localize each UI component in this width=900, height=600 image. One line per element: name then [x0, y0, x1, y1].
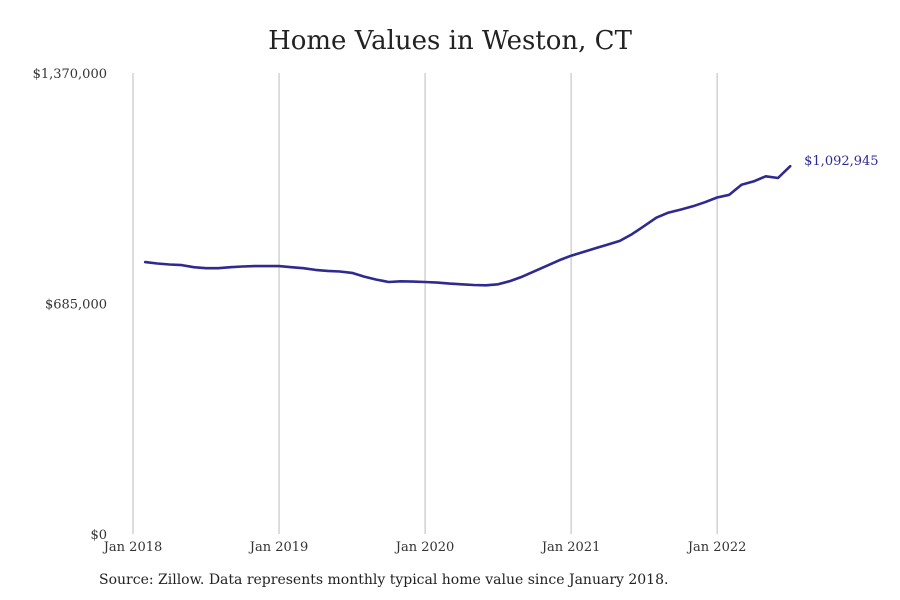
end-value-label: $1,092,945: [804, 154, 878, 169]
y-axis-ticks: $0 $685,000 $1,370,000: [33, 67, 107, 543]
gridlines: [132, 73, 718, 534]
y-tick-label: $1,370,000: [33, 67, 107, 82]
x-tick-label: Jan 2020: [394, 540, 455, 555]
series-line: [143, 164, 792, 287]
labels: $1,092,945: [804, 154, 878, 169]
source-note: Source: Zillow. Data represents monthly …: [99, 572, 669, 588]
x-tick-label: Jan 2019: [248, 540, 309, 555]
chart-title: Home Values in Weston, CT: [268, 26, 632, 56]
x-tick-label: Jan 2018: [102, 540, 163, 555]
y-tick-label: $685,000: [45, 298, 107, 313]
y-tick-label: $0: [90, 528, 107, 543]
x-tick-label: Jan 2021: [540, 540, 601, 555]
x-tick-label: Jan 2022: [686, 540, 747, 555]
x-axis-ticks: Jan 2018 Jan 2019 Jan 2020 Jan 2021 Jan 2022: [102, 540, 747, 555]
series: [143, 164, 792, 287]
